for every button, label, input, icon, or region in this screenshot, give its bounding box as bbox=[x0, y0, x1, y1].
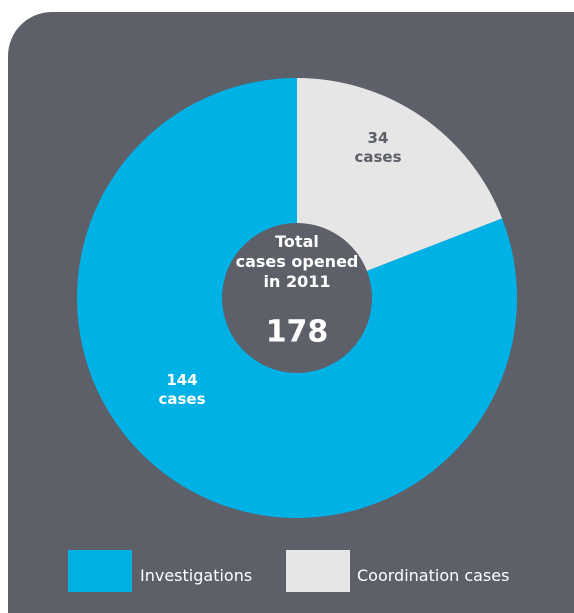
legend-swatch bbox=[68, 550, 132, 592]
legend-label: Investigations bbox=[140, 566, 253, 585]
total: 178 bbox=[265, 314, 329, 350]
legend-label: Coordination cases bbox=[357, 566, 510, 585]
slice-label: 34 cases bbox=[354, 129, 402, 166]
slice bbox=[76, 78, 517, 518]
slice bbox=[297, 78, 503, 271]
center-label: Total cases opened in 2011 bbox=[235, 232, 359, 291]
legend-swatch bbox=[286, 550, 350, 592]
slice-label: 144 cases bbox=[158, 371, 206, 408]
